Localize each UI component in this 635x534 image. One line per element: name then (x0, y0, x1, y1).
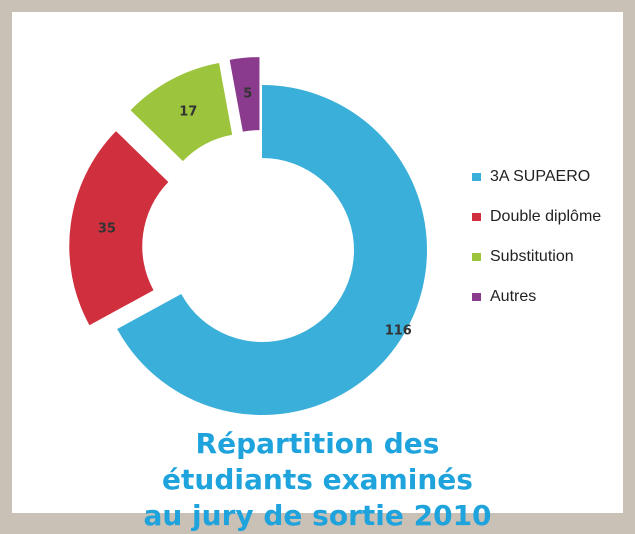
legend-label: Double diplôme (490, 208, 601, 225)
legend-label: Substitution (490, 248, 574, 265)
legend-label: 3A SUPAERO (490, 168, 590, 185)
data-label: 17 (179, 104, 197, 119)
donut-slice (117, 85, 428, 415)
chart-title: Répartition des étudiants examinés au ju… (143, 427, 492, 532)
donut-slice (229, 57, 260, 132)
data-label: 116 (385, 323, 412, 338)
data-label: 35 (98, 221, 116, 236)
legend-label: Autres (490, 288, 536, 305)
chart: 116 35 17 5 3A SUPAERO Double diplôme Substitu… (69, 57, 601, 415)
legend-swatch (472, 173, 481, 181)
donut-slice (69, 131, 169, 326)
donut-slice (130, 63, 233, 162)
data-label: 5 (243, 87, 252, 102)
legend-swatch (472, 213, 481, 221)
page: 116 35 17 5 3A SUPAERO Double diplôme Substitu… (12, 12, 623, 532)
legend-swatch (472, 253, 481, 261)
legend-swatch (472, 293, 481, 301)
